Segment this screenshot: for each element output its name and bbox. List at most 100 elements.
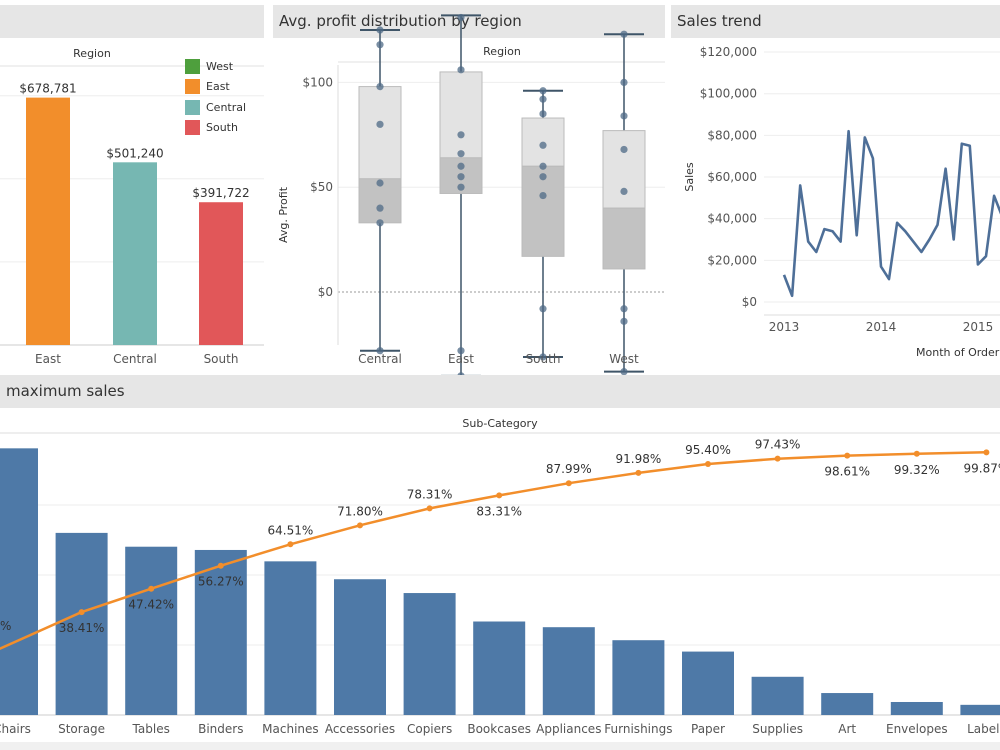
legend-item-central[interactable]: Central: [185, 97, 246, 118]
data-point-west: [620, 368, 628, 376]
bar-binders: [194, 549, 247, 715]
cumulative-label: 38.41%: [59, 621, 105, 635]
scroll-footer: [0, 742, 1000, 750]
bar-chairs: [0, 448, 38, 715]
pareto-chart: Sub-Category Chairs Storage Tables Binders Ma…: [0, 417, 1000, 736]
cumulative-point: [426, 505, 433, 512]
bar-labels: [960, 704, 1000, 715]
pareto-header: Sub-Category: [462, 417, 538, 430]
data-point-central: [376, 120, 384, 128]
data-point-central: [376, 347, 384, 355]
box-header: Region: [483, 45, 521, 58]
x-tick-central: Central: [113, 352, 157, 366]
data-point-east: [457, 347, 465, 355]
data-point-east: [457, 66, 465, 74]
y-axis-title: Avg. Profit: [277, 186, 290, 243]
bar-storage: [55, 532, 108, 715]
cumulative-point: [217, 562, 224, 569]
box-lower-west: [602, 207, 646, 270]
data-point-south: [539, 353, 547, 361]
cumulative-label: 99.87%: [964, 461, 1000, 475]
x-tick-binders: Binders: [198, 722, 243, 736]
x-tick-central: Central: [358, 352, 402, 366]
bar-tables: [125, 546, 178, 715]
region-bar-chart: Region $678,781 East $501,240 Central $391,72…: [0, 47, 264, 366]
box-upper-west: [602, 130, 646, 209]
cumulative-point: [913, 450, 920, 457]
bar-paper: [682, 651, 734, 715]
bar-label-east: $678,781: [19, 82, 76, 96]
box-lower-south: [521, 165, 565, 257]
y-tick: $80,000: [707, 128, 757, 142]
bar-bookcases: [473, 621, 526, 715]
x-tick-south: South: [526, 352, 561, 366]
x-tick-chairs: Chairs: [0, 722, 31, 736]
box-upper-east: [439, 71, 483, 159]
data-point-central: [376, 82, 384, 91]
cumulative-point: [705, 460, 711, 467]
data-point-south: [539, 87, 547, 95]
data-point-south: [539, 162, 547, 170]
legend-label-east: East: [206, 80, 230, 94]
x-tick-bookcases: Bookcases: [467, 722, 531, 736]
cumulative-label: 87.99%: [546, 462, 592, 476]
region-header: Region: [73, 47, 111, 60]
bar-supplies: [751, 676, 804, 715]
legend-item-east[interactable]: East: [185, 77, 246, 98]
data-point-east: [457, 162, 465, 170]
x-axis-title: Month of Order: [916, 346, 1000, 359]
data-point-central: [376, 204, 384, 212]
legend-label-south: South: [206, 121, 238, 135]
region-panel-title: [0, 5, 264, 38]
x-tick-copiers: Copiers: [407, 722, 452, 736]
boxplot-panel-title: Avg. profit distribution by region: [273, 5, 665, 38]
trend-panel-title: Sales trend: [671, 5, 1000, 38]
bar-appliances: [542, 627, 595, 715]
x-tick-storage: Storage: [58, 722, 105, 736]
data-point-east: [457, 173, 465, 181]
cumulative-label: 91.98%: [616, 452, 662, 466]
data-point-west: [620, 78, 628, 86]
x-tick-labels: Labels: [967, 722, 1000, 736]
y-tick: $0: [742, 295, 757, 309]
bar-art: [821, 693, 874, 715]
bar-machines: [264, 561, 317, 715]
cumulative-label: 95.40%: [685, 443, 731, 457]
data-point-east: [457, 150, 465, 158]
data-point-south: [539, 173, 547, 181]
bar-central: [113, 162, 157, 345]
cumulative-point: [774, 455, 781, 462]
y-tick: $120,000: [700, 45, 757, 59]
legend-swatch-central: [185, 99, 200, 115]
y-tick: $100: [302, 75, 333, 89]
x-tick-furnishings: Furnishings: [604, 722, 672, 736]
data-point-south: [539, 110, 547, 118]
data-point-west: [620, 187, 628, 195]
x-tick-paper: Paper: [691, 722, 725, 736]
cumulative-point: [287, 541, 294, 548]
data-point-south: [539, 95, 547, 103]
x-tick-2014: 2014: [866, 320, 897, 334]
legend-label-central: Central: [206, 100, 247, 114]
data-point-east: [457, 131, 465, 139]
cumulative-label: 56.27%: [198, 575, 244, 589]
y-tick: $20,000: [707, 253, 757, 267]
cumulative-label: 97.43%: [755, 438, 801, 452]
bar-copiers: [403, 593, 456, 715]
cumulative-label: 83.31%: [476, 504, 522, 518]
legend-item-west[interactable]: West: [185, 56, 246, 77]
cumulative-label: 47.42%: [128, 598, 174, 612]
x-tick-tables: Tables: [132, 722, 170, 736]
x-tick-accessories: Accessories: [325, 722, 395, 736]
box-upper-central: [358, 86, 402, 180]
x-tick-south: South: [204, 352, 239, 366]
x-tick-envelopes: Envelopes: [886, 722, 948, 736]
cumulative-point: [357, 522, 363, 529]
cumulative-point: [148, 585, 155, 592]
data-point-west: [620, 305, 628, 313]
legend-item-south[interactable]: South: [185, 118, 246, 139]
cumulative-point: [844, 452, 851, 459]
data-point-east: [457, 183, 465, 191]
bar-envelopes: [890, 701, 943, 715]
x-tick-east: East: [448, 352, 474, 366]
